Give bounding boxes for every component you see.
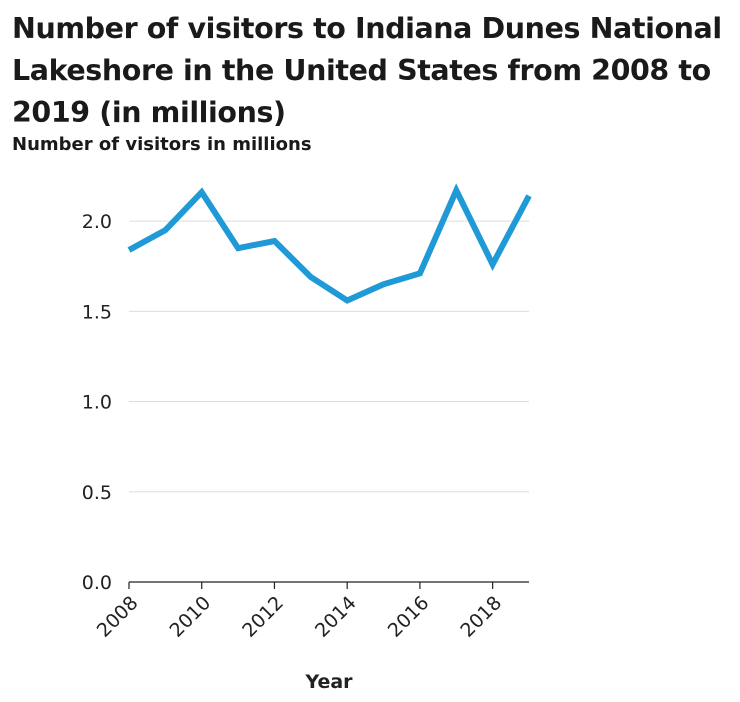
chart-title: Number of visitors to Indiana Dunes Nati… [12, 12, 722, 129]
x-tick-label: 2010 [166, 592, 216, 642]
x-tick-label: 2018 [456, 592, 506, 642]
series-line [127, 183, 532, 304]
x-tick-label: 2012 [238, 592, 288, 642]
x-tick-label: 2008 [93, 592, 143, 642]
y-tick-label: 1.0 [82, 392, 112, 414]
y-tick-label: 1.5 [82, 301, 112, 323]
y-tick-label: 0.0 [82, 572, 112, 594]
x-tick-label: 2016 [384, 592, 434, 642]
x-tick-label: 2014 [311, 592, 361, 642]
y-tick-label: 0.5 [82, 482, 112, 504]
x-axis-label: Year [304, 671, 353, 693]
y-tick-label: 2.0 [82, 211, 112, 233]
y-axis-label: Number of visitors in millions [12, 134, 312, 155]
